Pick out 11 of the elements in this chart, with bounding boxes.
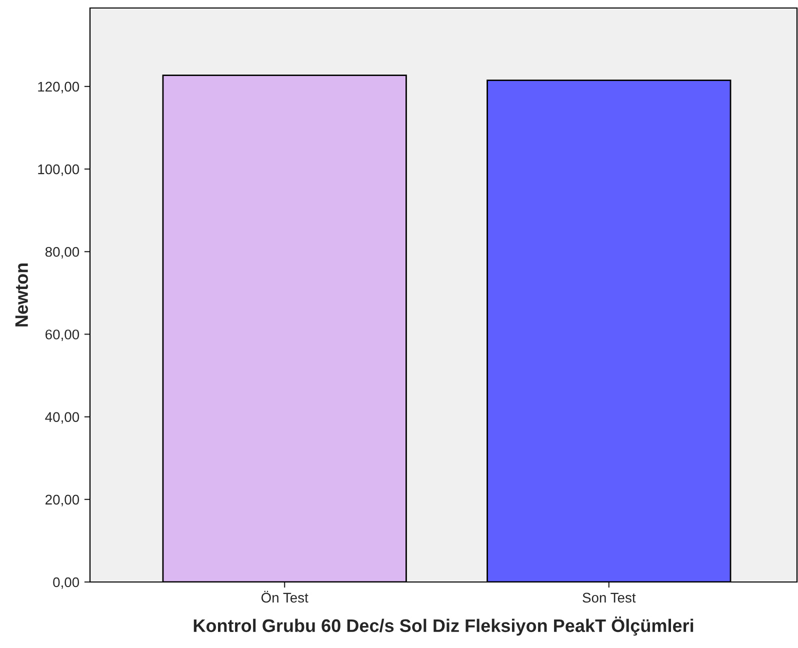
y-tick-label: 100,00 [38,164,80,176]
y-tick-label: 0,00 [53,577,80,589]
y-tick-label: 60,00 [46,330,80,342]
x-tick-label: Ön Test [261,590,308,603]
y-axis-title: Newton [15,264,28,326]
x-axis-title: Kontrol Grubu 60 Dec/s Sol Diz Fleksiyon PeakT Ölçümleri [194,616,694,636]
y-tick-label: 120,00 [38,82,80,94]
y-tick-label: 80,00 [45,246,80,258]
y-tick-label: 40,00 [45,412,80,424]
y-tick-label: 20,00 [46,494,80,506]
x-tick-label: Son Test [582,592,636,603]
